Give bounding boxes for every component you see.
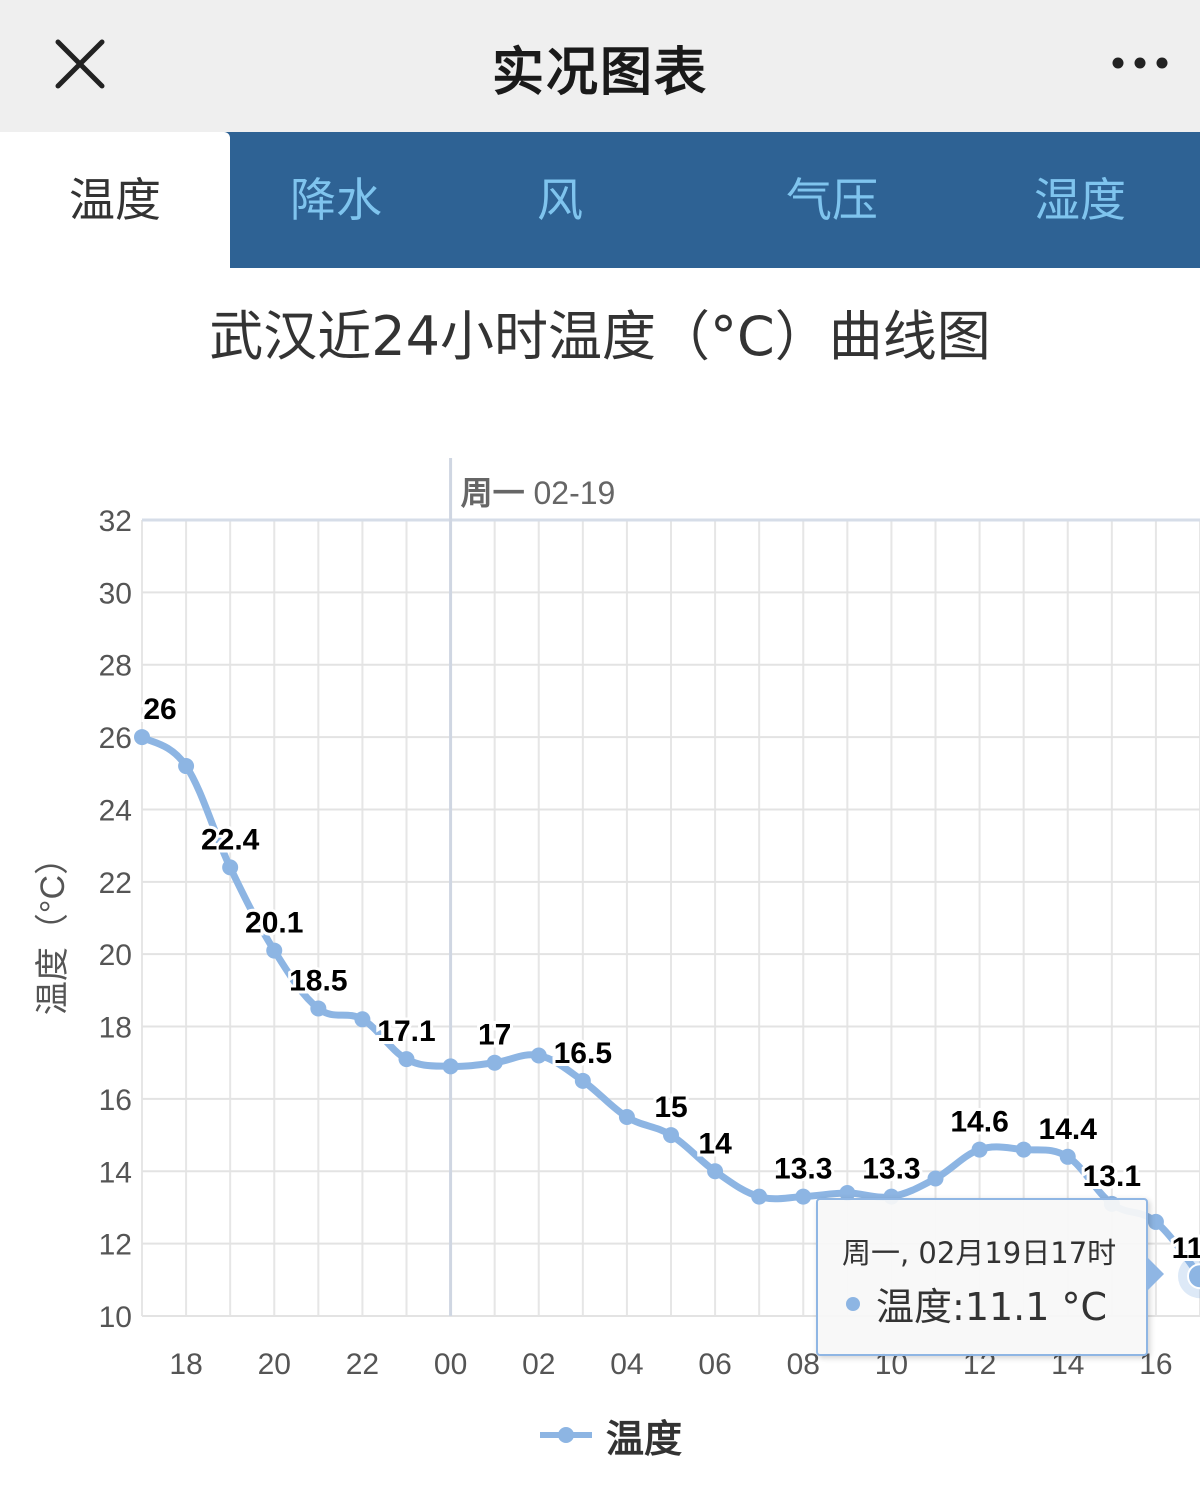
y-tick-label: 16 bbox=[99, 1084, 132, 1117]
y-tick-label: 12 bbox=[99, 1229, 132, 1262]
y-tick-label: 26 bbox=[99, 722, 132, 755]
data-point bbox=[134, 729, 150, 746]
x-tick-label: 18 bbox=[169, 1348, 202, 1381]
x-tick-label: 20 bbox=[258, 1348, 291, 1381]
data-point bbox=[530, 1047, 547, 1064]
x-tick-label: 08 bbox=[787, 1348, 820, 1381]
data-label: 13.3 bbox=[774, 1153, 832, 1186]
temperature-chart: 10 12 14 16 18 20 22 24 26 28 30 32 周一 02-19 18 20 22 00… bbox=[34, 458, 1200, 1381]
more-horizontal-icon[interactable] bbox=[1108, 48, 1172, 78]
data-point bbox=[1059, 1148, 1076, 1165]
data-point bbox=[310, 1000, 327, 1017]
tooltip-time: 周一, 02月19日17时 bbox=[842, 1236, 1117, 1270]
x-tick-label: 02 bbox=[522, 1348, 555, 1381]
data-point bbox=[663, 1127, 679, 1144]
y-tick-label: 28 bbox=[99, 650, 132, 683]
tooltip: 周一, 02月19日17时 温度:11.1 °C bbox=[816, 1198, 1148, 1356]
data-point bbox=[927, 1170, 944, 1187]
legend-item-temperature[interactable]: 温度 bbox=[540, 1410, 683, 1461]
chart-title: 武汉近24小时温度（°C）曲线图 bbox=[209, 305, 991, 368]
tooltip-series-label: 温度 bbox=[876, 1285, 953, 1329]
data-point bbox=[707, 1163, 724, 1180]
data-point bbox=[751, 1188, 768, 1205]
data-label: 18.5 bbox=[289, 964, 347, 997]
tooltip-unit: °C bbox=[1061, 1285, 1108, 1329]
legend-line-icon bbox=[540, 1427, 592, 1443]
x-tick-label: 22 bbox=[346, 1348, 379, 1381]
data-point bbox=[971, 1141, 988, 1158]
close-icon[interactable] bbox=[52, 36, 108, 92]
data-label: 14.4 bbox=[1039, 1113, 1098, 1146]
data-label: 17 bbox=[478, 1019, 511, 1052]
date-marker-label: 周一 02-19 bbox=[461, 475, 616, 511]
tab-precipitation[interactable]: 降水 bbox=[290, 173, 382, 227]
legend-label: 温度 bbox=[606, 1416, 683, 1461]
tab-pressure[interactable]: 气压 bbox=[786, 173, 878, 227]
data-point bbox=[178, 758, 195, 775]
data-point bbox=[1187, 1263, 1200, 1290]
top-bar: 实况图表 bbox=[0, 0, 1200, 133]
date-marker-weekday: 周一 bbox=[461, 475, 534, 511]
y-tick-label: 32 bbox=[99, 505, 132, 538]
y-tick-label: 14 bbox=[99, 1156, 132, 1189]
data-point bbox=[222, 859, 239, 876]
data-label: 16.5 bbox=[554, 1037, 612, 1070]
tab-humidity[interactable]: 湿度 bbox=[1034, 173, 1126, 227]
data-label: 20.1 bbox=[245, 907, 303, 940]
tab-bar: 温度 降水 风 气压 湿度 bbox=[0, 132, 1200, 268]
tab-temperature[interactable]: 温度 bbox=[0, 132, 230, 268]
data-label: 14 bbox=[698, 1127, 732, 1160]
data-point bbox=[266, 942, 283, 959]
data-point bbox=[618, 1109, 635, 1125]
tab-wind[interactable]: 风 bbox=[537, 173, 583, 227]
data-point bbox=[354, 1011, 371, 1028]
tooltip-arrow bbox=[1146, 1256, 1164, 1292]
page-title: 实况图表 bbox=[491, 43, 708, 103]
y-tick-label: 10 bbox=[99, 1301, 132, 1334]
data-label: 13.1 bbox=[1083, 1160, 1141, 1193]
x-tick-label: 00 bbox=[434, 1348, 467, 1381]
tooltip-value-line: 温度:11.1 °C bbox=[876, 1285, 1108, 1329]
data-label: 13.3 bbox=[862, 1153, 920, 1186]
data-point bbox=[839, 1184, 856, 1201]
y-tick-label: 24 bbox=[99, 794, 132, 827]
y-axis-title: 温度（°C） bbox=[34, 841, 72, 1015]
y-tick-label: 20 bbox=[99, 939, 132, 972]
tooltip-series-dot bbox=[846, 1297, 860, 1311]
y-tick-label: 18 bbox=[99, 1012, 132, 1045]
y-tick-label: 22 bbox=[99, 867, 132, 900]
data-label: 11.1 bbox=[1172, 1232, 1200, 1265]
data-point bbox=[486, 1054, 503, 1071]
date-marker-date: 02-19 bbox=[533, 475, 615, 511]
tooltip-value: 11.1 bbox=[964, 1285, 1050, 1329]
data-label: 14.6 bbox=[950, 1106, 1008, 1139]
data-point bbox=[398, 1051, 415, 1068]
x-tick-label: 06 bbox=[698, 1348, 731, 1381]
data-point bbox=[574, 1072, 591, 1089]
data-label: 26 bbox=[143, 693, 176, 726]
data-point bbox=[442, 1058, 459, 1075]
data-point bbox=[795, 1188, 812, 1205]
data-label: 17.1 bbox=[377, 1015, 435, 1048]
data-label: 22.4 bbox=[201, 823, 260, 856]
y-tick-label: 30 bbox=[99, 577, 132, 610]
data-point bbox=[1147, 1213, 1164, 1230]
x-tick-label: 04 bbox=[610, 1348, 643, 1381]
data-point bbox=[1015, 1141, 1032, 1158]
data-label: 15 bbox=[654, 1091, 687, 1124]
